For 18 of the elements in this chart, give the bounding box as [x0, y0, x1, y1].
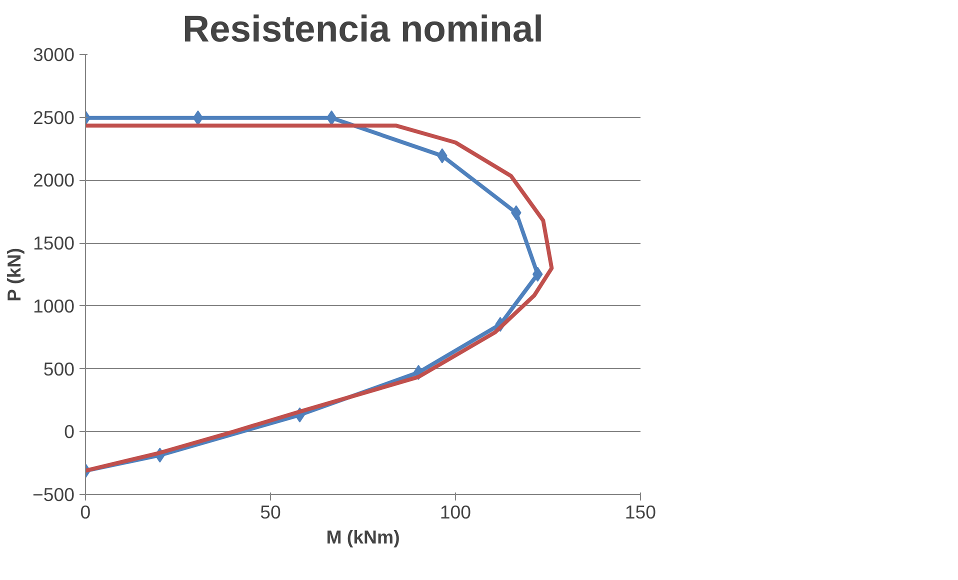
x-tick-label: 50 — [260, 502, 281, 522]
point — [532, 266, 543, 282]
y-tick-label: 500 — [43, 358, 75, 380]
x-tick-label: 100 — [440, 502, 472, 522]
y-tick-label: 1500 — [32, 232, 75, 254]
x-tick-label: 150 — [624, 502, 656, 522]
y-tick-label: 3000 — [32, 44, 75, 65]
y-axis-title: P (kN) — [3, 248, 24, 302]
y-tick-label: −500 — [32, 484, 75, 505]
x-axis-title: M (kNm) — [326, 526, 400, 548]
point — [192, 110, 204, 126]
x-tick-label: 0 — [80, 502, 91, 522]
y-tick-label: 2000 — [32, 170, 75, 191]
y-tick-label: 0 — [64, 421, 75, 442]
y-tick-label: 1000 — [32, 295, 75, 316]
chart-title: Resistencia nominal — [182, 8, 544, 50]
y-tick-label: 2500 — [32, 106, 75, 128]
point — [326, 110, 337, 126]
